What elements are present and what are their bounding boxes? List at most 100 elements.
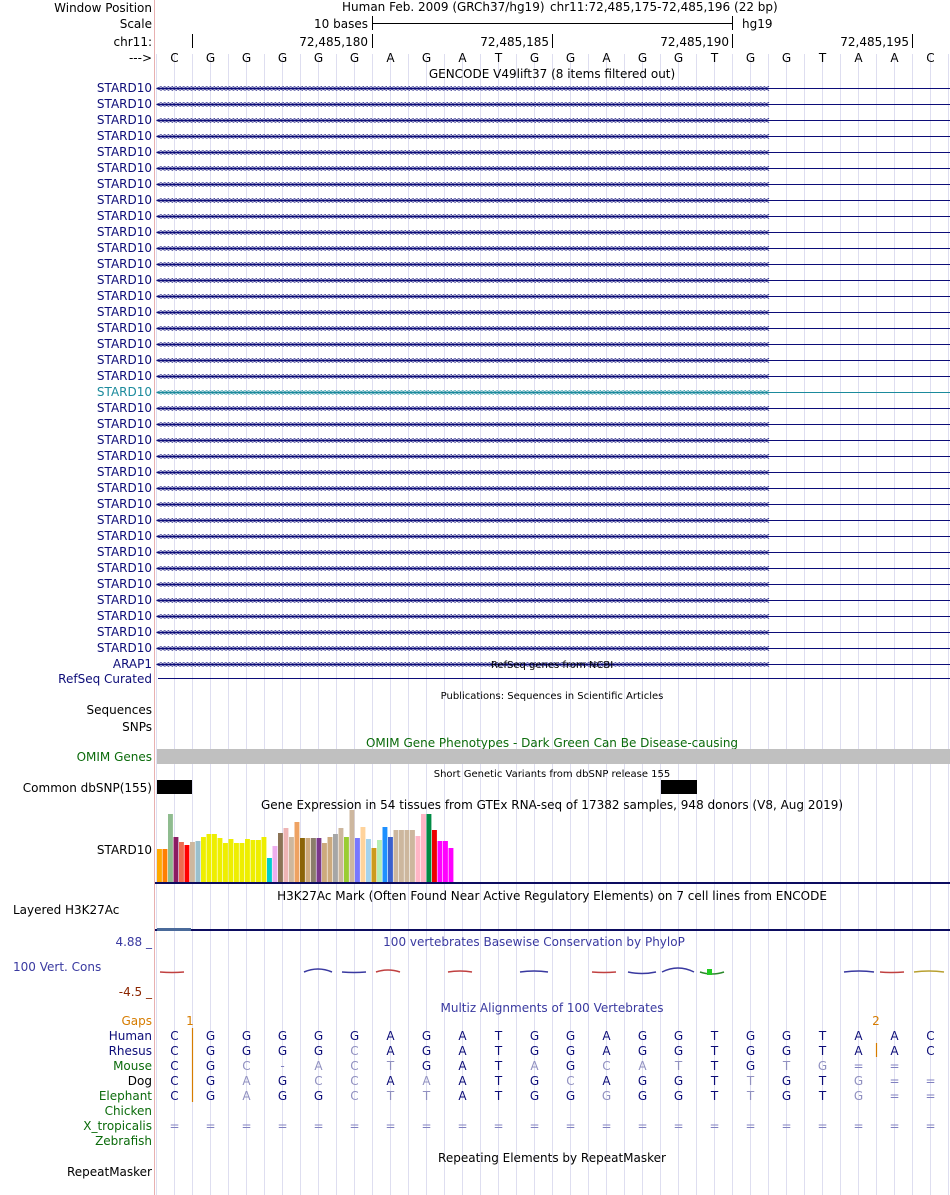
gtex-tissue-bar[interactable] [173, 837, 179, 882]
conservation-wiggle[interactable] [159, 967, 945, 975]
gene-label[interactable]: STARD10 [97, 289, 152, 303]
gene-label[interactable]: STARD10 [97, 305, 152, 319]
gene-label[interactable]: STARD10 [97, 145, 152, 159]
gtex-tissue-bar[interactable] [256, 840, 261, 882]
gtex-tissue-bar[interactable] [305, 838, 311, 882]
gene-label[interactable]: STARD10 [97, 641, 152, 655]
gtex-tissue-bar[interactable] [283, 828, 289, 882]
gtex-tissue-bar[interactable] [437, 841, 443, 882]
gtex-tissue-bar[interactable] [311, 838, 316, 882]
gtex-tissue-bar[interactable] [399, 830, 404, 882]
h3k27ac-title[interactable]: H3K27Ac Mark (Often Found Near Active Re… [277, 889, 827, 903]
gtex-tissue-bar[interactable] [421, 814, 426, 882]
gtex-tissue-bar[interactable] [157, 849, 162, 882]
gtex-tissue-bar[interactable] [322, 843, 327, 882]
gtex-tissue-bar[interactable] [190, 842, 195, 882]
gene-label[interactable]: STARD10 [97, 97, 152, 111]
gtex-tissue-bar[interactable] [217, 838, 223, 882]
gtex-tissue-bar[interactable] [294, 822, 300, 882]
gene-label[interactable]: STARD10 [97, 113, 152, 127]
gtex-tissue-bar[interactable] [338, 828, 344, 882]
gtex-tissue-bar[interactable] [316, 838, 322, 882]
gtex-tissue-bar[interactable] [360, 827, 366, 882]
gaps-label[interactable]: Gaps [121, 1014, 152, 1028]
gtex-tissue-bar[interactable] [228, 839, 234, 882]
gene-label[interactable]: STARD10 [97, 529, 152, 543]
omim-title[interactable]: OMIM Gene Phenotypes - Dark Green Can Be… [366, 736, 738, 750]
gtex-tissue-bar[interactable] [426, 814, 432, 882]
multiz-title[interactable]: Multiz Alignments of 100 Vertebrates [440, 1001, 663, 1015]
gene-label[interactable]: STARD10 [97, 209, 152, 223]
gtex-tissue-bar[interactable] [344, 837, 349, 882]
gene-label[interactable]: STARD10 [97, 177, 152, 191]
gene-label[interactable]: STARD10 [97, 81, 152, 95]
gene-label[interactable]: STARD10 [97, 577, 152, 591]
h3k27ac-signal[interactable] [157, 928, 191, 931]
gtex-tissue-bar[interactable] [443, 841, 448, 882]
gtex-tissue-bar[interactable] [371, 848, 377, 882]
gtex-tissue-bar[interactable] [333, 834, 338, 882]
gtex-tissue-bar[interactable] [223, 843, 228, 882]
gene-label[interactable]: STARD10 [97, 273, 152, 287]
gtex-bar-chart[interactable] [157, 810, 454, 882]
gene-label[interactable]: STARD10 [97, 481, 152, 495]
species-label[interactable]: Chicken [105, 1104, 152, 1118]
gtex-tissue-bar[interactable] [245, 839, 250, 882]
gene-label[interactable]: STARD10 [97, 561, 152, 575]
gtex-tissue-bar[interactable] [327, 837, 333, 882]
dbsnp-title[interactable]: Short Genetic Variants from dbSNP releas… [434, 769, 671, 780]
gtex-tissue-bar[interactable] [410, 830, 415, 882]
repeatmasker-title[interactable]: Repeating Elements by RepeatMasker [438, 1151, 666, 1165]
dbsnp-variant[interactable] [661, 780, 697, 794]
gene-label[interactable]: STARD10 [97, 545, 152, 559]
gene-label[interactable]: STARD10 [97, 321, 152, 335]
conservation-title[interactable]: 100 vertebrates Basewise Conservation by… [383, 935, 685, 949]
gene-label[interactable]: STARD10 [97, 593, 152, 607]
gene-label[interactable]: STARD10 [97, 337, 152, 351]
gtex-tissue-bar[interactable] [162, 849, 168, 882]
gtex-tissue-bar[interactable] [179, 842, 184, 882]
gtex-tissue-bar[interactable] [382, 827, 388, 882]
refseq-label[interactable]: RefSeq Curated [58, 672, 152, 686]
species-label[interactable]: Elephant [99, 1089, 152, 1103]
gene-label[interactable]: STARD10 [97, 385, 152, 399]
dbsnp-label[interactable]: Common dbSNP(155) [23, 781, 152, 795]
repeatmasker-label[interactable]: RepeatMasker [67, 1165, 152, 1179]
gene-label[interactable]: STARD10 [97, 449, 152, 463]
refseq-title[interactable]: RefSeq genes from NCBI [491, 660, 613, 671]
gene-label[interactable]: STARD10 [97, 433, 152, 447]
snps-label[interactable]: SNPs [122, 720, 152, 734]
gtex-tissue-bar[interactable] [415, 836, 421, 882]
gene-label[interactable]: STARD10 [97, 625, 152, 639]
gtex-tissue-bar[interactable] [272, 846, 278, 882]
gtex-title[interactable]: Gene Expression in 54 tissues from GTEx … [261, 798, 843, 812]
gtex-tissue-bar[interactable] [195, 841, 201, 882]
species-label[interactable]: Zebrafish [95, 1134, 152, 1148]
gene-label[interactable]: STARD10 [97, 369, 152, 383]
species-label[interactable]: Rhesus [109, 1044, 152, 1058]
gtex-tissue-bar[interactable] [355, 838, 360, 882]
omim-label[interactable]: OMIM Genes [77, 750, 152, 764]
gene-label[interactable]: STARD10 [97, 401, 152, 415]
gtex-tissue-bar[interactable] [349, 810, 355, 882]
gtex-tissue-bar[interactable] [366, 839, 371, 882]
gene-label[interactable]: STARD10 [97, 193, 152, 207]
gtex-tissue-bar[interactable] [432, 830, 437, 882]
gtex-tissue-bar[interactable] [184, 845, 190, 882]
gene-label[interactable]: STARD10 [97, 465, 152, 479]
species-label[interactable]: Mouse [113, 1059, 152, 1073]
h3k27ac-label[interactable]: Layered H3K27Ac [13, 903, 119, 917]
gtex-tissue-bar[interactable] [206, 834, 212, 882]
species-label[interactable]: X_tropicalis [83, 1119, 152, 1133]
omim-feature[interactable] [157, 749, 950, 764]
gencode-track[interactable]: STARD10 <<<<<<<<<<<<<<<<<<<<<<<<<<<<<<<<<… [97, 81, 950, 671]
gtex-tissue-bar[interactable] [267, 858, 272, 882]
gtex-label[interactable]: STARD10 [97, 843, 152, 857]
gene-label[interactable]: STARD10 [97, 225, 152, 239]
gene-label[interactable]: STARD10 [97, 513, 152, 527]
gene-label[interactable]: ARAP1 [113, 657, 152, 671]
gtex-tissue-bar[interactable] [289, 837, 294, 882]
gene-label[interactable]: STARD10 [97, 353, 152, 367]
